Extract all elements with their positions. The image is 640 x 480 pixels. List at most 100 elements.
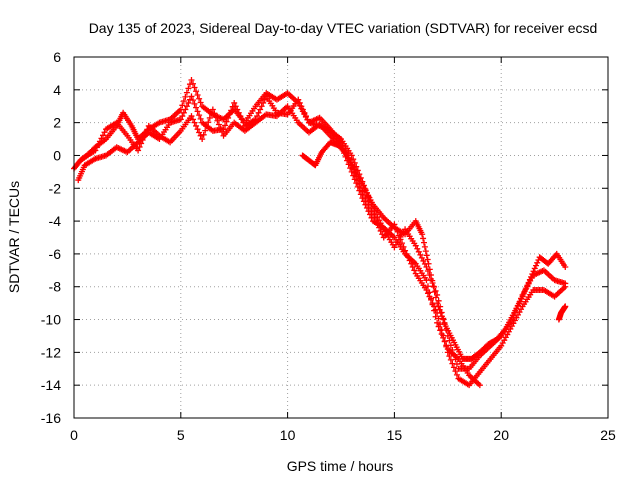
- series-track-a: [71, 76, 569, 372]
- data-point: [202, 127, 209, 134]
- data-point: [135, 147, 142, 154]
- data-point: [215, 121, 222, 128]
- data-point: [363, 204, 370, 211]
- y-tick-label: -12: [41, 344, 61, 360]
- y-tick-label: -10: [41, 312, 61, 328]
- data-point: [199, 136, 206, 143]
- data-point: [196, 112, 203, 119]
- data-point: [196, 95, 203, 102]
- data-point: [254, 113, 261, 120]
- data-point: [226, 111, 233, 118]
- data-point: [356, 187, 363, 194]
- data-point: [428, 272, 435, 279]
- y-tick-label: -14: [41, 377, 61, 393]
- data-point: [438, 331, 445, 338]
- data-point: [440, 316, 447, 323]
- data-point: [424, 283, 431, 290]
- data-point: [429, 277, 436, 284]
- data-point: [190, 80, 197, 87]
- data-point: [449, 360, 456, 367]
- data-point: [425, 260, 432, 267]
- data-point: [528, 273, 535, 280]
- data-point: [519, 293, 526, 300]
- y-tick-label: -2: [49, 180, 62, 196]
- data-point: [439, 313, 446, 320]
- data-point: [412, 242, 419, 249]
- data-point: [301, 109, 308, 116]
- data-point: [359, 195, 366, 202]
- chart-title: Day 135 of 2023, Sidereal Day-to-day VTE…: [89, 20, 598, 36]
- data-point: [531, 265, 538, 272]
- data-point: [93, 144, 100, 151]
- data-point: [534, 259, 541, 266]
- x-tick-label: 10: [280, 427, 296, 443]
- data-point: [423, 277, 430, 284]
- data-point: [420, 257, 427, 264]
- data-point: [522, 287, 529, 294]
- data-point: [182, 93, 189, 100]
- data-point: [177, 116, 184, 123]
- data-point: [185, 85, 192, 92]
- series-track-b: [75, 93, 569, 389]
- data-point: [203, 123, 210, 130]
- data-point: [446, 353, 453, 360]
- data-point: [95, 141, 102, 148]
- data-point: [453, 371, 460, 378]
- data-point: [426, 266, 433, 273]
- data-point: [197, 132, 204, 139]
- data-point: [437, 327, 444, 334]
- data-point: [302, 113, 309, 120]
- data-point: [432, 313, 439, 320]
- data-point: [347, 165, 354, 172]
- data-point: [214, 117, 221, 124]
- y-tick-label: -16: [41, 410, 61, 426]
- y-tick-label: 0: [53, 147, 61, 163]
- data-point: [237, 113, 244, 120]
- data-point: [411, 267, 418, 274]
- data-point: [190, 116, 197, 123]
- data-point: [415, 248, 422, 255]
- data-point: [142, 129, 149, 136]
- data-point: [409, 264, 416, 271]
- data-point: [431, 288, 438, 295]
- data-point: [441, 319, 448, 326]
- y-tick-label: 2: [53, 115, 61, 131]
- data-point: [429, 301, 436, 308]
- y-tick-label: -8: [49, 279, 62, 295]
- data-point: [193, 104, 200, 111]
- series-track-c: [79, 103, 483, 389]
- data-point: [193, 122, 200, 129]
- data-point: [299, 106, 306, 113]
- grid-lines: [74, 57, 608, 418]
- data-point: [526, 276, 533, 283]
- data-point: [185, 99, 192, 106]
- data-point: [476, 382, 483, 389]
- data-point: [206, 114, 213, 121]
- data-point: [188, 113, 195, 120]
- data-point: [257, 106, 264, 113]
- data-point: [261, 96, 268, 103]
- data-point: [434, 319, 441, 326]
- data-point: [562, 283, 569, 290]
- data-point: [430, 283, 437, 290]
- data-point: [354, 183, 361, 190]
- data-point: [180, 98, 187, 105]
- data-point: [420, 239, 427, 246]
- data-point: [450, 364, 457, 371]
- data-point: [350, 172, 357, 179]
- data-point: [194, 108, 201, 115]
- data-point: [234, 106, 241, 113]
- data-point: [432, 287, 439, 294]
- x-tick-label: 5: [177, 427, 185, 443]
- data-point: [423, 264, 430, 271]
- data-point: [217, 125, 224, 132]
- data-point: [418, 254, 425, 261]
- data-point: [353, 180, 360, 187]
- data-point: [365, 208, 372, 215]
- data-point: [417, 251, 424, 258]
- data-point: [421, 243, 428, 250]
- data-point: [240, 119, 247, 126]
- data-point: [360, 198, 367, 205]
- data-point: [368, 214, 375, 221]
- data-point: [523, 285, 530, 292]
